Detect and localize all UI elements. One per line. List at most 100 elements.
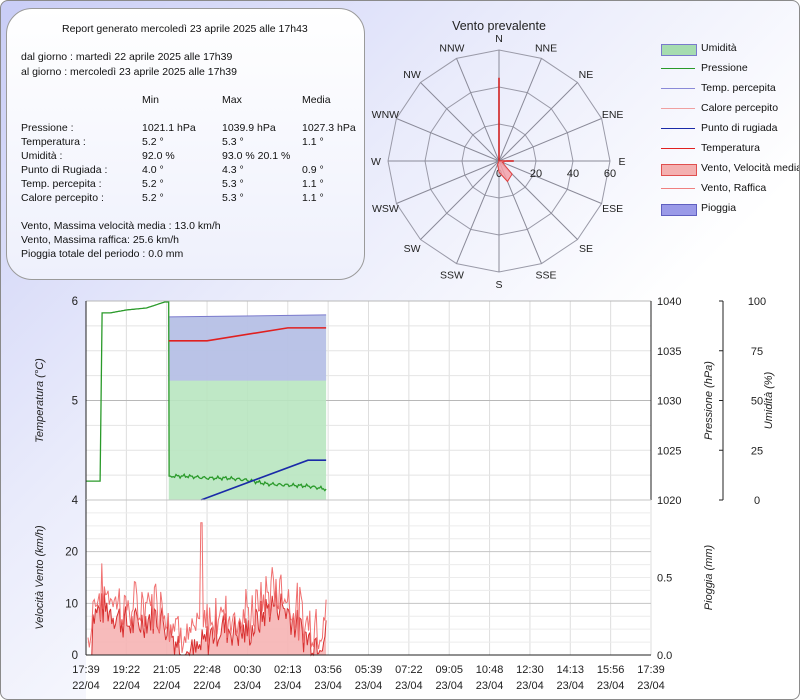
x-tick-label-date: 23/04: [557, 680, 585, 692]
lower-grid: [85, 499, 652, 656]
polar-avg-area: [497, 160, 513, 183]
y-axis-label-temperature: Temperatura (°C): [34, 358, 46, 443]
row-max: 5.3 °: [222, 178, 244, 190]
report-footer-line: Vento, Massima velocità media : 13.0 km/…: [21, 220, 221, 232]
report-footer-line: Vento, Massima raffica: 25.6 km/h: [21, 234, 179, 246]
polar-direction-label: ENE: [602, 109, 624, 121]
temperature-line: [168, 327, 327, 342]
polar-tick-label: 20: [530, 168, 542, 180]
x-tick-label-date: 23/04: [234, 680, 262, 692]
row-label: Calore percepito :: [21, 192, 104, 204]
x-tick-label-date: 23/04: [435, 680, 463, 692]
humidity-area-top: [168, 314, 327, 381]
legend-label: Vento, Velocità media: [701, 162, 800, 174]
row-avg: 1.1 °: [302, 136, 324, 148]
polar-direction-label: NNE: [535, 42, 557, 54]
polar-direction-label: E: [618, 156, 625, 168]
y-tick-label-pressure: 1020: [657, 495, 681, 507]
x-tick-label-date: 23/04: [355, 680, 383, 692]
row-min: 1021.1 hPa: [142, 122, 196, 134]
x-tick-label-time: 21:05: [153, 664, 181, 676]
humidity-line: [168, 314, 327, 318]
row-max: 1039.9 hPa: [222, 122, 276, 134]
x-tick-label-time: 17:39: [637, 664, 665, 676]
y-tick-label-pressure: 1035: [657, 346, 681, 358]
polar-direction-label: SSW: [440, 270, 464, 282]
x-tick-label-date: 23/04: [314, 680, 342, 692]
row-max: 4.3 °: [222, 164, 244, 176]
row-label: Temp. percepita :: [21, 178, 102, 190]
x-tick-label-date: 23/04: [395, 680, 423, 692]
polar-title: Vento prevalente: [452, 19, 546, 33]
polar-direction-label: SSE: [536, 270, 557, 282]
polar-direction-label: N: [495, 33, 503, 45]
report-from: dal giorno : martedì 22 aprile 2025 alle…: [21, 51, 233, 63]
row-min: 92.0 %: [142, 150, 175, 162]
row-label: Umidità :: [21, 150, 63, 162]
polar-direction-label: NW: [403, 69, 421, 81]
polar-direction-label: NNW: [439, 42, 464, 54]
legend-swatch: [661, 88, 695, 89]
y-tick-label-rain: 0.5: [657, 573, 672, 585]
legend-label: Temp. percepita: [701, 82, 776, 94]
x-tick-label-date: 22/04: [193, 680, 221, 692]
legend-label: Vento, Raffica: [701, 182, 767, 194]
row-max: 5.3 °: [222, 136, 244, 148]
row-min: 5.2 °: [142, 136, 164, 148]
polar-direction-label: SE: [579, 243, 593, 255]
x-tick-label-time: 02:13: [274, 664, 302, 676]
x-tick-label-time: 17:39: [72, 664, 100, 676]
y-tick-label-humidity: 100: [748, 296, 766, 308]
legend-label: Pressione: [701, 62, 748, 74]
y-axis-label-wind: Velocità Vento (km/h): [34, 525, 46, 630]
x-tick-label-time: 10:48: [476, 664, 504, 676]
x-tick-label-time: 14:13: [557, 664, 585, 676]
legend-label: Umidità: [701, 42, 737, 54]
legend-label: Calore percepito: [701, 102, 779, 114]
polar-direction-label: S: [495, 279, 502, 291]
y-tick-label-humidity: 75: [751, 346, 763, 358]
legend-swatch: [661, 148, 695, 149]
legend-swatch: [661, 164, 697, 176]
y-tick-label-wind: 10: [65, 598, 78, 610]
legend-swatch: [661, 128, 695, 129]
row-min: 5.2 °: [142, 178, 164, 190]
polar-spoke: [396, 160, 500, 204]
x-tick-label-date: 22/04: [113, 680, 141, 692]
x-tick-label-date: 22/04: [153, 680, 181, 692]
polar-tick-label: 40: [567, 168, 579, 180]
legend-label: Temperatura: [701, 142, 760, 154]
report-footer-line: Pioggia totale del periodo : 0.0 mm: [21, 248, 184, 260]
polar-spoke: [420, 82, 500, 162]
x-tick-label-date: 22/04: [72, 680, 100, 692]
legend-label: Punto di rugiada: [701, 122, 778, 134]
x-tick-label-date: 23/04: [516, 680, 544, 692]
legend-swatch: [661, 188, 695, 189]
polar-direction-label: SW: [404, 243, 421, 255]
x-tick-label-time: 00:30: [234, 664, 262, 676]
x-tick-label-date: 23/04: [597, 680, 625, 692]
y-axis-label-rain: Pioggia (mm): [703, 544, 715, 610]
report-panel: Report generato mercoledì 23 aprile 2025…: [6, 8, 365, 280]
y-tick-label-left: 4: [72, 495, 79, 507]
polar-spoke: [396, 118, 500, 162]
row-label: Temperatura :: [21, 136, 86, 148]
x-tick-label-time: 19:22: [113, 664, 141, 676]
row-avg: 0.9 °: [302, 164, 324, 176]
row-avg: 1027.3 hPa: [302, 122, 356, 134]
y-axis-label-humidity: Umidità (%): [763, 371, 775, 429]
polar-direction-label: NE: [579, 69, 594, 81]
header-max: Max: [222, 94, 242, 106]
polar-spoke: [498, 160, 602, 204]
wind-avg-line: [88, 589, 327, 657]
legend-swatch: [661, 68, 695, 69]
pressure-line: [86, 301, 327, 492]
y-tick-label-humidity: 0: [754, 495, 760, 507]
polar-spoke: [498, 82, 578, 162]
row-label: Pressione :: [21, 122, 74, 134]
report-title: Report generato mercoledì 23 aprile 2025…: [62, 23, 308, 35]
row-label: Punto di Rugiada :: [21, 164, 108, 176]
polar-tick-label: 0: [496, 168, 502, 180]
y-tick-label-pressure: 1040: [657, 296, 681, 308]
